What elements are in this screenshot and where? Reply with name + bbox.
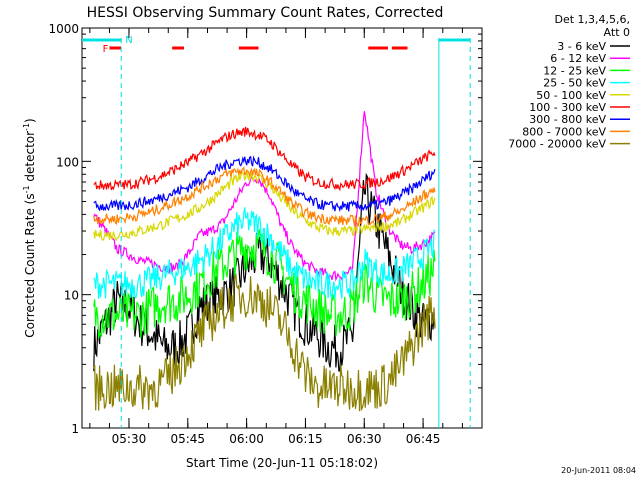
flag-layer: FN xyxy=(82,35,471,428)
series-line-1 xyxy=(93,111,436,282)
series-line-6 xyxy=(93,155,436,213)
series-layer xyxy=(93,111,436,412)
y-tick-label: 1 xyxy=(71,422,79,436)
x-tick-label: 05:30 xyxy=(112,432,147,446)
x-axis-label: Start Time (20-Jun-11 05:18:02) xyxy=(186,456,378,470)
legend-label-1: 6 - 12 keV xyxy=(550,52,606,65)
x-tick-label: 06:45 xyxy=(406,432,441,446)
y-tick-label: 1000 xyxy=(48,22,79,36)
y-label-sup1: -1 xyxy=(22,185,31,193)
series-line-0 xyxy=(93,172,436,372)
x-tick-label: 06:00 xyxy=(229,432,264,446)
flag-n-label: N xyxy=(125,35,132,46)
y-tick-label: 100 xyxy=(56,155,79,169)
series-line-3 xyxy=(93,207,436,300)
y-tick-label: 10 xyxy=(64,289,79,303)
plot-frame xyxy=(81,27,483,429)
legend-label-4: 50 - 100 keV xyxy=(536,89,606,102)
legend-label-7: 800 - 7000 keV xyxy=(522,125,606,138)
y-label-part2: detector xyxy=(23,131,37,186)
y-axis-label: Corrected Count Rate (s-1 detector-1) xyxy=(22,118,37,337)
legend-label-0: 3 - 6 keV xyxy=(557,40,606,53)
legend-header-line2: Att 0 xyxy=(604,26,630,39)
legend-label-6: 300 - 800 keV xyxy=(529,113,606,126)
x-tick-label: 06:30 xyxy=(347,432,382,446)
flag-f-label: F xyxy=(103,44,109,55)
x-axis: 05:30 05:45 06:00 06:15 06:30 06:45 xyxy=(89,28,463,446)
legend-label-2: 12 - 25 keV xyxy=(543,64,606,77)
series-line-7 xyxy=(93,166,436,226)
y-axis: 1 10 100 1000 xyxy=(48,22,482,436)
series-line-8 xyxy=(93,272,436,412)
chart-title: HESSI Observing Summary Count Rates, Cor… xyxy=(87,5,444,21)
footer-date: 20-Jun-2011 08:04 xyxy=(561,466,636,475)
legend-header-line1: Det 1,3,4,5,6, xyxy=(554,13,630,26)
y-label-part3: ) xyxy=(23,118,37,123)
x-tick-label: 06:15 xyxy=(288,432,323,446)
y-label-sup2: -1 xyxy=(22,123,31,131)
series-line-2 xyxy=(93,228,436,339)
series-line-5 xyxy=(93,126,436,192)
x-tick-label: 05:45 xyxy=(170,432,205,446)
legend-label-3: 25 - 50 keV xyxy=(543,77,606,90)
legend-label-8: 7000 - 20000 keV xyxy=(508,138,606,151)
legend-label-5: 100 - 300 keV xyxy=(529,101,606,114)
y-label-part1: Corrected Count Rate (s xyxy=(23,193,37,337)
